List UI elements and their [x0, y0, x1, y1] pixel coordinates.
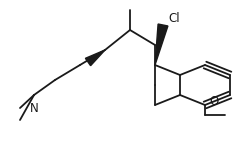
Polygon shape — [86, 50, 105, 66]
Text: N: N — [30, 101, 38, 114]
Text: Cl: Cl — [168, 11, 179, 24]
Text: O: O — [210, 95, 218, 108]
Polygon shape — [155, 24, 168, 65]
